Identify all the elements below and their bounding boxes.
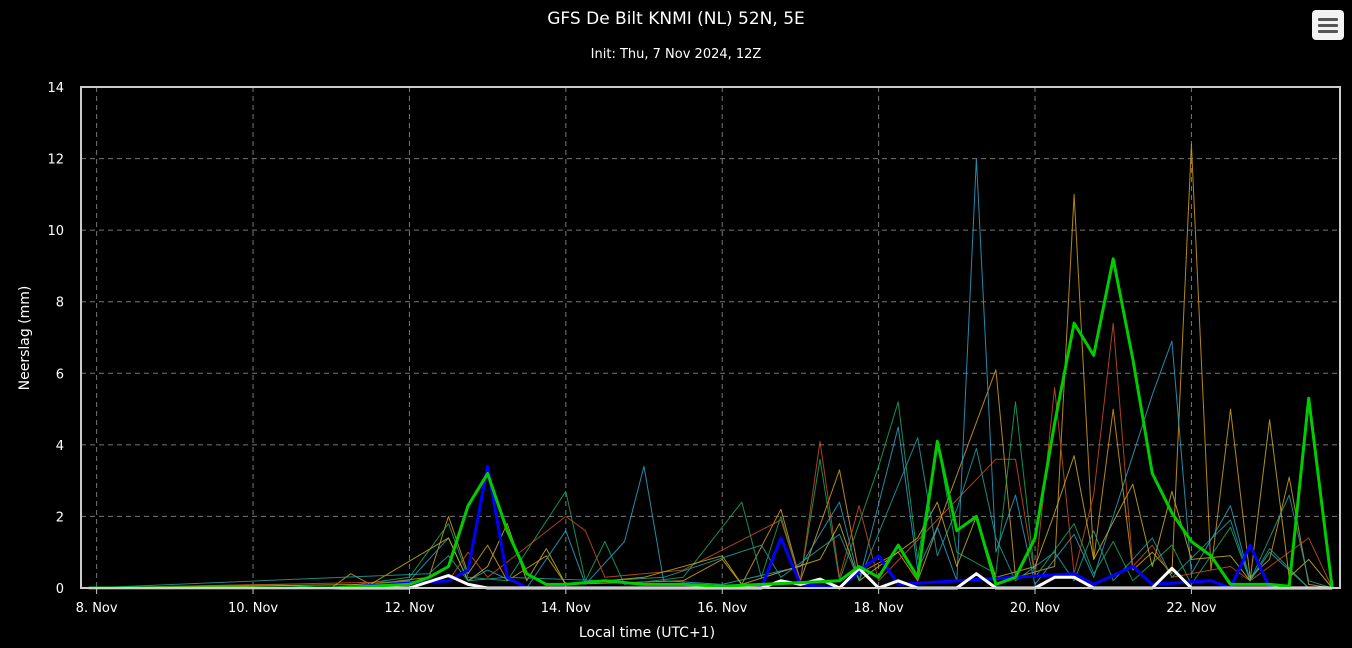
chart-title: GFS De Bilt KNMI (NL) 52N, 5E (547, 9, 805, 29)
y-tick-label: 2 (56, 510, 64, 525)
y-tick-label: 14 (47, 81, 64, 96)
series-line (88, 257, 1334, 590)
x-tick-label: 10. Nov (228, 601, 278, 616)
x-tick-label: 12. Nov (384, 601, 434, 616)
y-axis: 0 2 4 6 8 10 12 14 (47, 81, 64, 597)
y-tick-label: 10 (47, 224, 64, 239)
y-tick-label: 6 (56, 367, 64, 382)
plot-frame (80, 86, 1341, 589)
hamburger-menu-icon (1318, 18, 1338, 21)
chart-subtitle: Init: Thu, 7 Nov 2024, 12Z (590, 47, 762, 62)
series-line (88, 143, 1333, 589)
x-axis: 8. Nov 10. Nov 12. Nov 14. Nov 16. Nov 18. No… (76, 588, 1217, 616)
x-tick-label: 20. Nov (1010, 601, 1060, 616)
x-tick-label: 18. Nov (854, 601, 904, 616)
y-axis-label: Neerslag (mm) (17, 286, 33, 391)
x-tick-label: 22. Nov (1166, 601, 1216, 616)
y-tick-label: 4 (56, 439, 64, 454)
x-axis-label: Local time (UTC+1) (579, 625, 715, 641)
series-line (88, 401, 1333, 589)
series-layer (88, 143, 1334, 590)
y-tick-label: 8 (56, 296, 64, 311)
y-tick-label: 12 (47, 153, 64, 168)
grid-lines (81, 87, 1340, 588)
series-line (88, 322, 1333, 589)
y-tick-label: 0 (56, 582, 64, 597)
series-line (88, 464, 1333, 590)
x-tick-label: 8. Nov (76, 601, 118, 616)
hamburger-menu-button[interactable] (1312, 10, 1344, 40)
x-tick-label: 16. Nov (697, 601, 747, 616)
x-tick-label: 14. Nov (541, 601, 591, 616)
